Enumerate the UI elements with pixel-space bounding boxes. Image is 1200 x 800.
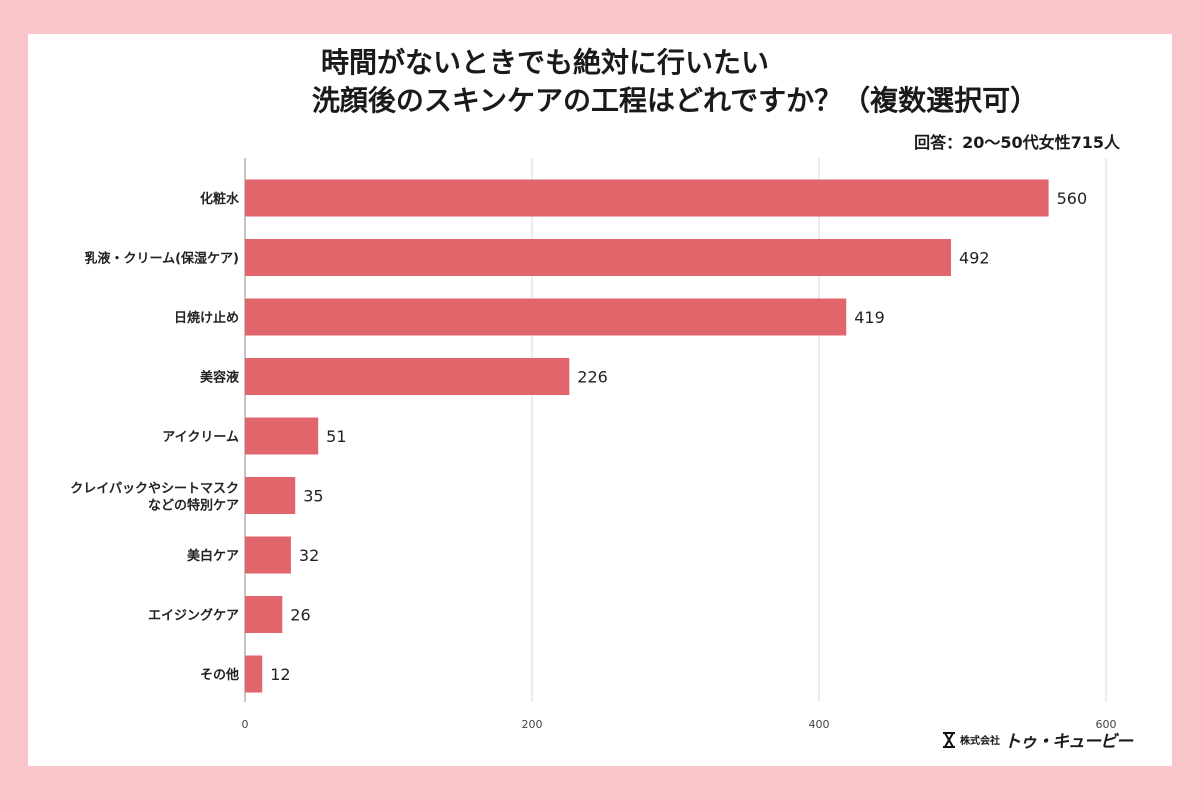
category-label: 化粧水 [200, 191, 240, 207]
category-label: 美白ケア [187, 548, 239, 564]
x-tick-label: 200 [522, 718, 543, 731]
data-label: 492 [959, 249, 990, 268]
x-tick-label: 0 [242, 718, 249, 731]
logo-company-prefix: 株式会社 [960, 736, 1000, 747]
bar-3 [245, 358, 570, 395]
bar-5 [245, 477, 296, 514]
category-label: 美容液 [200, 370, 239, 386]
category-label: 乳液・クリーム(保湿ケア) [85, 251, 240, 267]
chart-title: 時間がないときでも絶対に行いたい 洗顔後のスキンケアの工程はどれですか？（複数選… [28, 44, 1172, 120]
category-label: アイクリーム [162, 430, 239, 445]
data-label: 560 [1057, 189, 1088, 208]
bar-1 [245, 239, 952, 276]
chart-card: 時間がないときでも絶対に行いたい 洗顔後のスキンケアの工程はどれですか？（複数選… [28, 34, 1172, 766]
x-tick-label: 600 [1096, 718, 1117, 731]
data-label: 26 [290, 606, 310, 625]
data-label: 51 [326, 427, 346, 446]
chart-title-line2: 洗顔後のスキンケアの工程はどれですか？（複数選択可） [311, 84, 1039, 117]
category-label: 日焼け止め [174, 310, 239, 326]
data-label: 226 [577, 368, 608, 387]
bar-chart: 0 200 400 600 560 化粧水 492 乳液・クリーム(保湿ケア) 419 日焼け止め… [70, 158, 1117, 731]
bar-0 [245, 179, 1049, 217]
bar-8 [245, 655, 263, 693]
category-label: エイジングケア [148, 608, 239, 624]
bar-4 [245, 417, 319, 455]
chart-title-line1: 時間がないときでも絶対に行いたい [320, 46, 769, 79]
logo-brand: トゥ・キュービー [1004, 732, 1133, 752]
x-tick-label: 400 [809, 718, 830, 731]
company-logo: 株式会社 トゥ・キュービー [942, 727, 1133, 752]
bar-7 [245, 596, 283, 633]
category-label: クレイパックやシートマスクなどの特別ケア [70, 482, 239, 514]
respondents-note: 回答：20〜50代女性715人 [914, 133, 1120, 152]
data-label: 35 [303, 487, 323, 506]
data-label: 32 [299, 546, 319, 565]
data-label: 12 [270, 665, 290, 684]
bar-2 [245, 298, 847, 336]
category-label: その他 [200, 667, 239, 683]
data-label: 419 [854, 308, 885, 327]
hourglass-icon [943, 731, 955, 748]
bar-6 [245, 536, 291, 574]
